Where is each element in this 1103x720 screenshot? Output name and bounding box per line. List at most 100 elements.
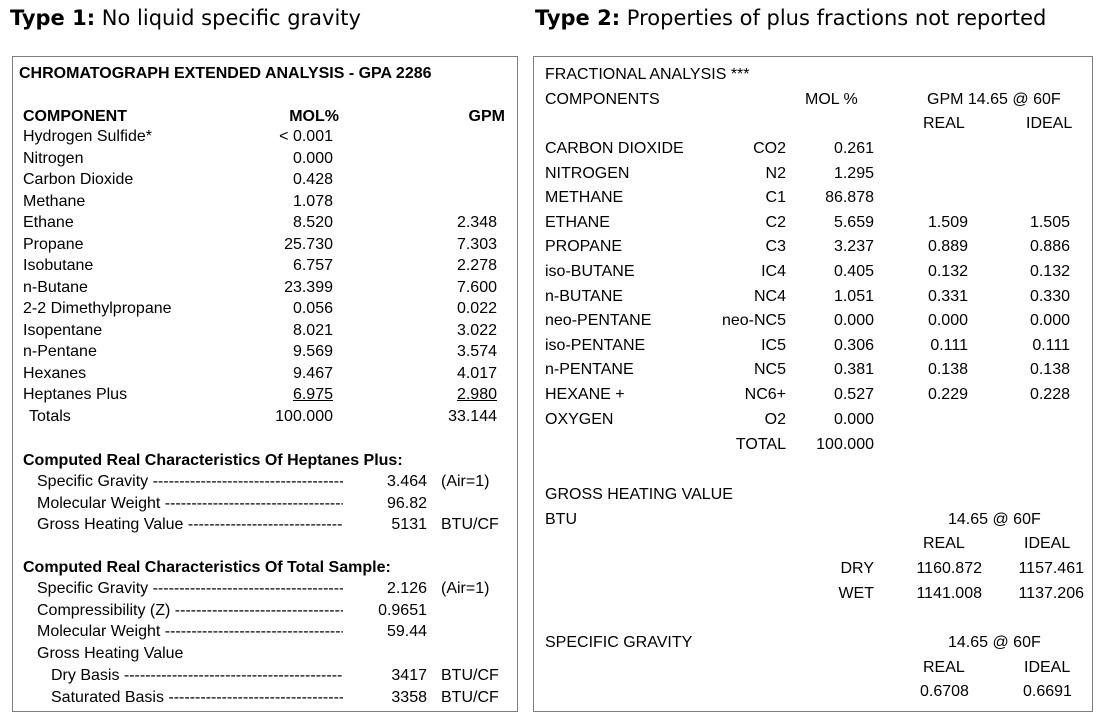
fraction-gpm-real: 0.138	[927, 361, 968, 379]
component-name: Methane	[23, 192, 86, 210]
fraction-code: C1	[765, 189, 786, 207]
chromatograph-panel: CHROMATOGRAPH EXTENDED ANALYSIS - GPA 22…	[12, 56, 518, 712]
component-name: Hexanes	[23, 364, 87, 382]
fraction-code: O2	[764, 410, 786, 428]
fraction-code: NC6+	[744, 386, 786, 403]
characteristic-label-text: Compressibility (Z)	[37, 601, 171, 619]
leader-dashes: ----------------------------------------…	[174, 601, 343, 619]
fraction-code: C3	[765, 238, 786, 256]
ghv-title: GROSS HEATING VALUE	[545, 486, 733, 503]
fraction-name: PROPANE	[545, 238, 623, 256]
ghv-row-real: 1160.872	[916, 560, 982, 577]
component-mol: 9.467	[292, 364, 333, 382]
mol-percent-header: MOL %	[805, 91, 858, 108]
fraction-gpm-ideal: 0.138	[1029, 361, 1070, 379]
component-gpm: 2.348	[456, 214, 497, 231]
fraction-gpm-real: 1.509	[927, 213, 968, 231]
fraction-code: NC4	[753, 287, 786, 305]
real-header: REAL	[923, 115, 965, 132]
component-name: n-Butane	[23, 278, 88, 296]
component-mol: 6.975	[292, 386, 333, 403]
gpm-header: GPM	[468, 108, 505, 125]
fraction-mol: 0.000	[833, 312, 874, 330]
total-mol: 100.000	[816, 436, 874, 453]
component-mol: 6.757	[292, 257, 333, 274]
characteristic-label: Saturated Basis ------------------------…	[51, 689, 343, 707]
fraction-gpm-ideal: 0.111	[1032, 336, 1070, 354]
fraction-code: N2	[765, 164, 786, 182]
characteristic-unit: BTU/CF	[441, 516, 499, 533]
characteristic-unit: BTU/CF	[441, 667, 499, 684]
component-name: Nitrogen	[23, 149, 84, 167]
fraction-name: HEXANE +	[545, 386, 625, 403]
gpm-condition-header: GPM 14.65 @ 60F	[927, 91, 1061, 108]
characteristic-unit: (Air=1)	[441, 580, 490, 597]
ghv-condition: 14.65 @ 60F	[948, 511, 1041, 528]
fraction-name: NITROGEN	[545, 164, 630, 182]
leader-dashes: ----------------------------------------…	[123, 667, 343, 684]
fraction-gpm-ideal: 1.505	[1029, 213, 1070, 231]
component-mol: 25.730	[284, 235, 333, 253]
component-gpm: 7.600	[456, 278, 497, 296]
characteristic-value: 5131	[391, 516, 427, 533]
totals-gpm: 33.144	[448, 408, 497, 425]
leader-dashes: ----------------------------------------…	[164, 623, 343, 640]
fraction-name: iso-PENTANE	[545, 336, 646, 354]
fraction-code: neo-NC5	[721, 312, 786, 330]
total-sample-title: Computed Real Characteristics Of Total S…	[23, 559, 391, 576]
fraction-mol: 0.000	[833, 410, 874, 428]
sg-real-header: REAL	[923, 659, 965, 676]
component-mol: 0.000	[292, 149, 333, 167]
characteristic-label-text: Dry Basis	[51, 667, 120, 684]
characteristic-label-text: Saturated Basis	[51, 688, 164, 706]
fraction-gpm-ideal: 0.000	[1029, 312, 1070, 330]
component-name: Isobutane	[23, 257, 94, 274]
characteristic-label: Molecular Weight -----------------------…	[37, 623, 343, 641]
leader-dashes: ----------------------------------------…	[152, 580, 343, 597]
component-name: Hydrogen Sulfide*	[23, 128, 152, 145]
panel1-title: CHROMATOGRAPH EXTENDED ANALYSIS - GPA 22…	[19, 65, 432, 82]
fraction-gpm-real: 0.132	[927, 263, 968, 280]
panel2-title: FRACTIONAL ANALYSIS ***	[545, 66, 750, 83]
fractional-panel: FRACTIONAL ANALYSIS *** COMPONENTS MOL %…	[533, 56, 1093, 712]
component-name: 2-2 Dimethylpropane	[23, 300, 172, 317]
fraction-gpm-ideal: 0.330	[1029, 287, 1070, 305]
fraction-name: METHANE	[545, 189, 624, 207]
fraction-mol: 0.527	[833, 386, 874, 403]
fraction-mol: 1.295	[833, 164, 874, 182]
ideal-header: IDEAL	[1026, 115, 1073, 132]
type1-description: No liquid specific gravity	[95, 6, 361, 30]
fraction-name: ETHANE	[545, 213, 610, 231]
type1-heading: Type 1: No liquid specific gravity	[10, 6, 361, 30]
component-name: Isopentane	[23, 321, 103, 339]
fraction-mol: 0.381	[833, 361, 874, 379]
heptanes-title: Computed Real Characteristics Of Heptane…	[23, 452, 403, 469]
characteristic-value: 3358	[391, 688, 427, 706]
fraction-name: iso-BUTANE	[545, 263, 635, 280]
fraction-mol: 5.659	[833, 213, 874, 231]
ghv-ideal-header: IDEAL	[1024, 535, 1071, 552]
fraction-code: C2	[765, 213, 786, 231]
fraction-mol: 0.261	[833, 140, 874, 157]
fraction-gpm-real: 0.331	[927, 287, 968, 305]
component-name: Carbon Dioxide	[23, 171, 134, 188]
characteristic-label-text: Molecular Weight	[37, 494, 161, 512]
component-gpm: 2.278	[456, 257, 497, 274]
leader-dashes: ----------------------------------------…	[152, 473, 343, 490]
component-name: n-Pentane	[23, 343, 97, 360]
component-header: COMPONENT	[23, 108, 127, 125]
components-header: COMPONENTS	[545, 91, 660, 108]
component-mol: 8.021	[292, 321, 333, 339]
ghv-real-header: REAL	[923, 535, 965, 552]
characteristic-label-text: Molecular Weight	[37, 623, 161, 640]
type2-description: Properties of plus fractions not reporte…	[620, 6, 1047, 30]
fraction-mol: 3.237	[833, 238, 874, 256]
sg-title: SPECIFIC GRAVITY	[545, 634, 693, 651]
characteristic-label: Gross Heating Value --------------------…	[37, 516, 343, 534]
component-mol: 9.569	[292, 343, 333, 360]
component-gpm: 3.574	[456, 343, 497, 360]
component-mol: 8.520	[292, 214, 333, 231]
fraction-gpm-ideal: 0.132	[1029, 263, 1070, 280]
btu-label: BTU	[545, 511, 577, 528]
ghv-row-label: DRY	[840, 560, 875, 577]
